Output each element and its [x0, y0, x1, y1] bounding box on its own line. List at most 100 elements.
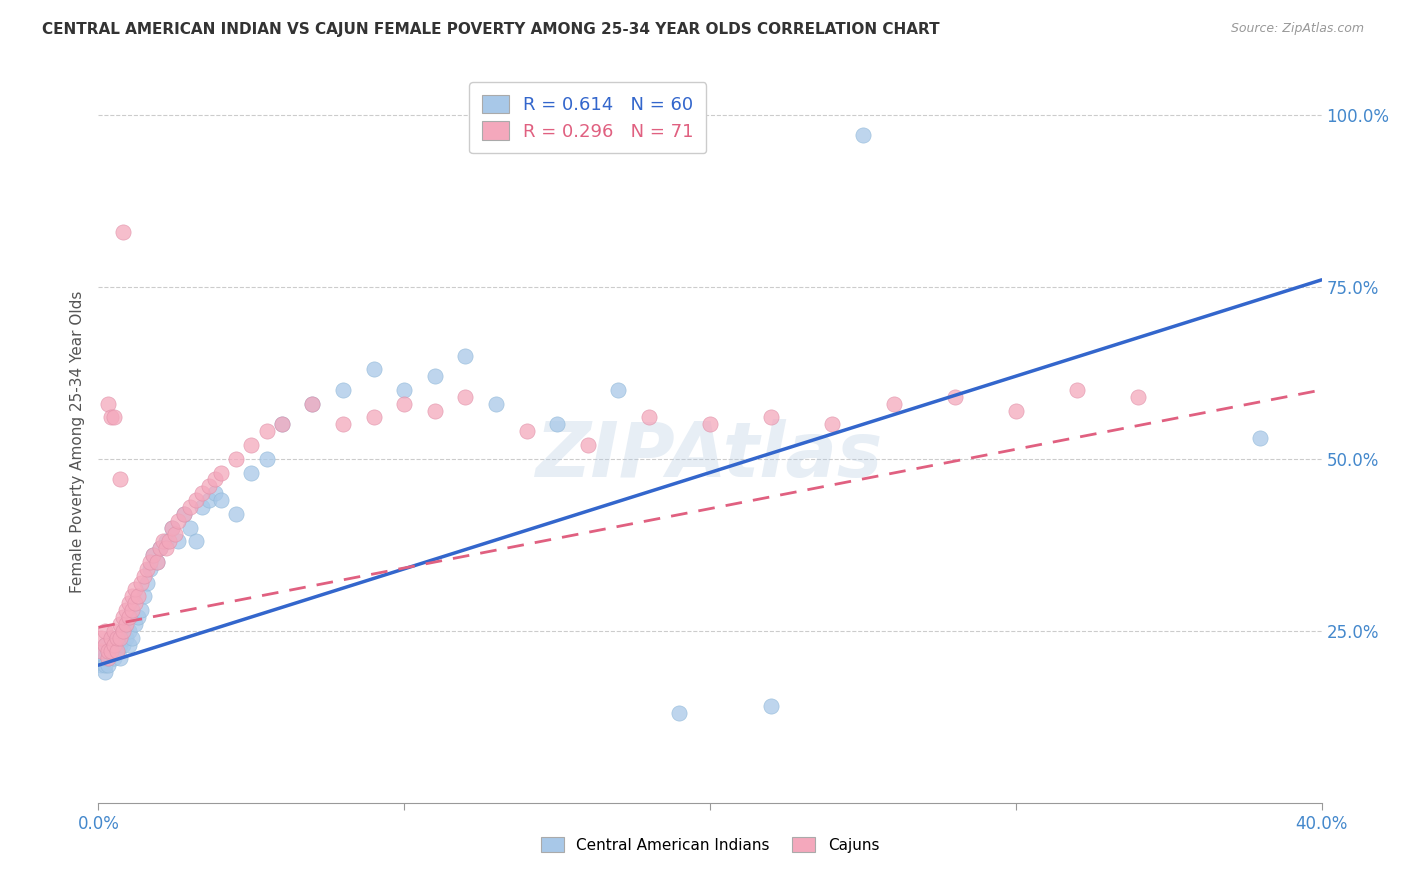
Point — [97, 651, 120, 665]
Point — [759, 410, 782, 425]
Point — [111, 610, 134, 624]
Point — [197, 479, 219, 493]
Point — [546, 417, 568, 432]
Point — [90, 658, 112, 673]
Point — [111, 225, 134, 239]
Point — [301, 397, 323, 411]
Text: ZIPAtlas: ZIPAtlas — [536, 419, 884, 493]
Point — [97, 397, 120, 411]
Point — [1004, 403, 1026, 417]
Point — [668, 706, 690, 721]
Point — [173, 507, 195, 521]
Point — [392, 397, 416, 411]
Point — [139, 562, 162, 576]
Point — [167, 514, 190, 528]
Text: CENTRAL AMERICAN INDIAN VS CAJUN FEMALE POVERTY AMONG 25-34 YEAR OLDS CORRELATIO: CENTRAL AMERICAN INDIAN VS CAJUN FEMALE … — [42, 22, 939, 37]
Point — [97, 658, 120, 673]
Point — [121, 590, 143, 604]
Point — [105, 644, 128, 658]
Point — [191, 486, 214, 500]
Point — [118, 610, 141, 624]
Point — [139, 555, 162, 569]
Point — [111, 638, 134, 652]
Point — [160, 520, 183, 534]
Point — [485, 397, 508, 411]
Point — [108, 472, 131, 486]
Point — [204, 486, 226, 500]
Point — [100, 631, 122, 645]
Point — [93, 638, 115, 652]
Point — [160, 520, 183, 534]
Point — [155, 534, 177, 549]
Point — [699, 417, 721, 432]
Point — [186, 534, 208, 549]
Point — [93, 665, 115, 679]
Point — [332, 383, 354, 397]
Point — [93, 651, 115, 665]
Point — [90, 631, 112, 645]
Point — [111, 624, 134, 638]
Point — [179, 520, 201, 534]
Point — [93, 638, 115, 652]
Point — [108, 638, 131, 652]
Point — [173, 507, 195, 521]
Point — [149, 541, 172, 556]
Point — [100, 410, 122, 425]
Point — [90, 644, 112, 658]
Point — [1128, 390, 1150, 404]
Point — [1066, 383, 1088, 397]
Point — [105, 644, 128, 658]
Point — [100, 644, 122, 658]
Point — [225, 507, 247, 521]
Point — [454, 349, 477, 363]
Point — [821, 417, 844, 432]
Point — [100, 644, 122, 658]
Point — [127, 590, 149, 604]
Point — [149, 541, 172, 556]
Point — [108, 631, 131, 645]
Point — [127, 610, 149, 624]
Point — [157, 534, 180, 549]
Point — [516, 424, 538, 438]
Legend: Central American Indians, Cajuns: Central American Indians, Cajuns — [533, 829, 887, 860]
Point — [204, 472, 226, 486]
Point — [90, 651, 112, 665]
Y-axis label: Female Poverty Among 25-34 Year Olds: Female Poverty Among 25-34 Year Olds — [69, 291, 84, 592]
Point — [363, 362, 385, 376]
Point — [134, 568, 156, 582]
Point — [93, 658, 115, 673]
Point — [118, 638, 141, 652]
Point — [90, 644, 112, 658]
Point — [118, 596, 141, 610]
Point — [186, 493, 208, 508]
Point — [576, 438, 599, 452]
Point — [145, 555, 167, 569]
Point — [332, 417, 354, 432]
Point — [124, 596, 146, 610]
Point — [256, 451, 278, 466]
Point — [454, 390, 477, 404]
Point — [142, 548, 165, 562]
Point — [93, 624, 115, 638]
Point — [115, 603, 138, 617]
Point — [197, 493, 219, 508]
Point — [607, 383, 630, 397]
Point — [124, 582, 146, 597]
Point — [97, 644, 120, 658]
Point — [152, 534, 174, 549]
Point — [103, 624, 125, 638]
Point — [423, 403, 446, 417]
Point — [100, 631, 122, 645]
Point — [209, 466, 232, 480]
Point — [240, 466, 263, 480]
Point — [97, 651, 120, 665]
Point — [115, 631, 138, 645]
Text: Source: ZipAtlas.com: Source: ZipAtlas.com — [1230, 22, 1364, 36]
Point — [163, 527, 186, 541]
Point — [759, 699, 782, 714]
Point — [129, 575, 152, 590]
Point — [97, 644, 120, 658]
Point — [637, 410, 661, 425]
Point — [270, 417, 292, 432]
Point — [209, 493, 232, 508]
